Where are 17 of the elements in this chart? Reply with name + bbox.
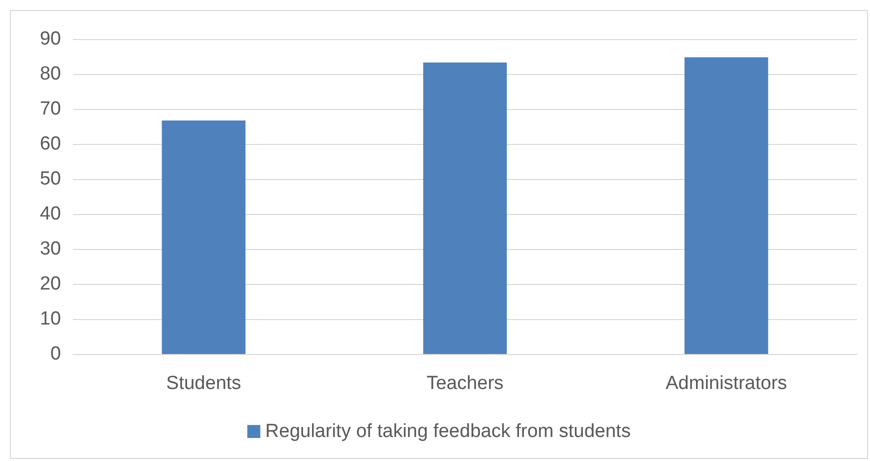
bar (423, 62, 507, 354)
y-tick-label: 40 (40, 204, 61, 224)
y-tick-label: 90 (40, 28, 61, 50)
y-tick-label: 20 (40, 274, 61, 294)
y-tick-label: 50 (40, 168, 61, 190)
y-tick-label: 30 (40, 238, 61, 260)
x-tick-label: Administrators (666, 373, 788, 394)
bar (684, 57, 768, 354)
x-tick-label: Teachers (426, 373, 504, 394)
y-tick-label: 0 (50, 344, 61, 364)
legend-label: Regularity of taking feedback from students (265, 421, 631, 442)
y-tick-label: 70 (40, 98, 61, 120)
bar (162, 120, 246, 354)
x-tick-label: Students (166, 373, 242, 394)
y-tick-label: 10 (40, 308, 61, 330)
y-tick-label: 80 (40, 64, 61, 84)
y-tick-label: 60 (40, 134, 61, 154)
